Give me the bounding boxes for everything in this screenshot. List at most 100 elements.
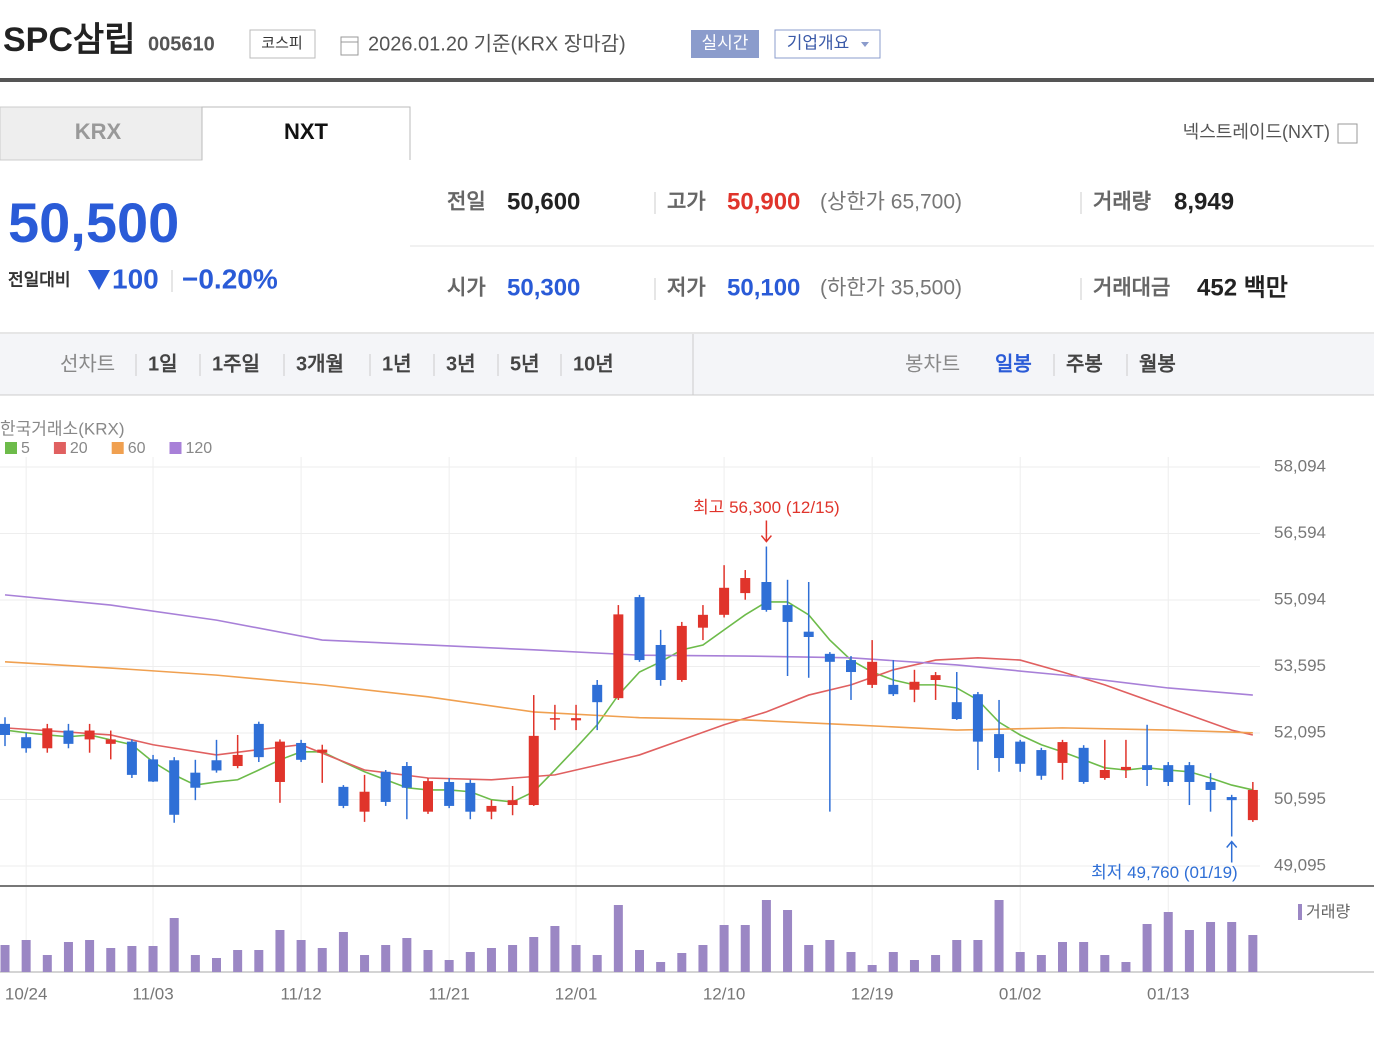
volume-bar [952,940,962,972]
candle-body [1247,789,1258,821]
x-tick-label: 11/21 [429,984,470,1003]
stock-name: SPC삼립 [3,21,135,59]
candle-body [105,739,116,744]
volume-bar [571,945,581,972]
volume-bar [233,950,243,972]
high-arrow [760,520,772,543]
stock-code: 005610 [148,33,215,55]
stat-label: 거래량 [1093,191,1151,214]
tab-group-title: 봉차트 [905,352,960,375]
volume-bar [296,940,306,972]
chart-source: 한국거래소(KRX) [0,419,124,438]
tab[interactable] [0,106,203,161]
candle-body [930,675,941,681]
candle-body [296,742,307,760]
volume-bar [1206,922,1216,972]
period-bar [0,334,1374,395]
candle-body [444,781,455,806]
candle-body [84,730,95,740]
realtime-button[interactable] [691,30,759,58]
candle-tab[interactable]: 월봉 [1139,352,1176,375]
volume-bar [317,948,327,972]
volume-bar [825,940,835,972]
legend-swatch [5,442,17,454]
volume-bar [888,952,898,972]
candle-body [1226,797,1237,801]
volume-bar [846,952,856,972]
candle-body [1099,770,1110,778]
moving-average [4,657,1254,781]
candle-body [634,597,645,661]
candle-body [1015,741,1026,764]
help-icon[interactable] [1337,123,1358,144]
stat-value: 50,300 [507,274,580,301]
period-tab[interactable]: 3년 [446,352,476,375]
overview-label[interactable]: 기업개요 [787,33,850,52]
candle-body [274,741,285,782]
candle-body [1142,765,1153,771]
period-tab[interactable]: 10년 [573,352,614,375]
high-annotation: 최고 56,300 (12/15) [693,498,840,517]
candle-body [803,631,814,637]
volume-bar [1163,912,1173,972]
candle-tab[interactable]: 일봉 [995,352,1032,375]
candle-body [1205,781,1216,790]
stat-value: 50,100 [727,274,800,301]
volume-bar [338,932,348,972]
period-tab[interactable]: 5년 [510,352,540,375]
change-label: 전일대비 [8,270,71,289]
candle-tab[interactable]: 주봉 [1066,352,1103,375]
candle-body [126,741,137,775]
legend-label: 5 [21,440,30,457]
volume-bar [994,900,1004,972]
volume-bar [761,900,771,972]
candle-body [655,644,666,681]
period-tab[interactable]: 1년 [382,352,412,375]
volume-bar [1248,935,1258,972]
candle-body [42,728,53,749]
realtime-label[interactable]: 실시간 [702,33,749,52]
volume-bar [1058,942,1067,972]
volume-bar [381,945,391,972]
x-tick-label: 11/03 [132,984,173,1003]
volume-bar [21,940,31,972]
stat-label: 저가 [667,277,706,300]
x-tick-label: 10/24 [5,984,48,1003]
volume-bar [402,938,412,972]
volume-bar [508,945,518,972]
period-tab[interactable]: 1일 [148,352,178,375]
y-tick-label: 50,595 [1274,789,1326,808]
moving-average [4,594,1253,696]
candle-body [190,772,201,788]
period-tab[interactable]: 3개월 [296,352,344,375]
candle-body [211,760,222,771]
volume-bar [275,930,285,972]
x-tick-label: 01/13 [1147,984,1190,1003]
volume-bar [804,945,814,972]
candle-body [972,694,983,742]
candle-body [888,684,899,695]
overview-button[interactable] [774,29,881,59]
tab-label[interactable]: KRX [75,119,122,144]
tab-active[interactable] [201,106,411,160]
volume-label: 거래량 [1306,903,1350,921]
volume-bar [127,946,137,972]
candle-body [380,771,391,802]
change: 100 [112,263,159,294]
candle-body [761,582,772,610]
candle-body [571,718,582,721]
volume-bar [698,945,708,972]
volume-bar [486,948,496,972]
volume-bar [1121,962,1131,972]
candle-body [486,805,497,812]
tab-label[interactable]: NXT [284,119,329,144]
volume-bar [1036,955,1046,972]
candle-body [465,782,476,812]
nxt-label: 넥스트레이드(NXT) [1183,122,1330,142]
candle-body [317,749,328,753]
period-tab[interactable]: 1주일 [212,352,260,375]
volume-bar [1100,955,1110,972]
candle-body [1184,765,1195,782]
x-tick-label: 12/01 [555,984,598,1003]
